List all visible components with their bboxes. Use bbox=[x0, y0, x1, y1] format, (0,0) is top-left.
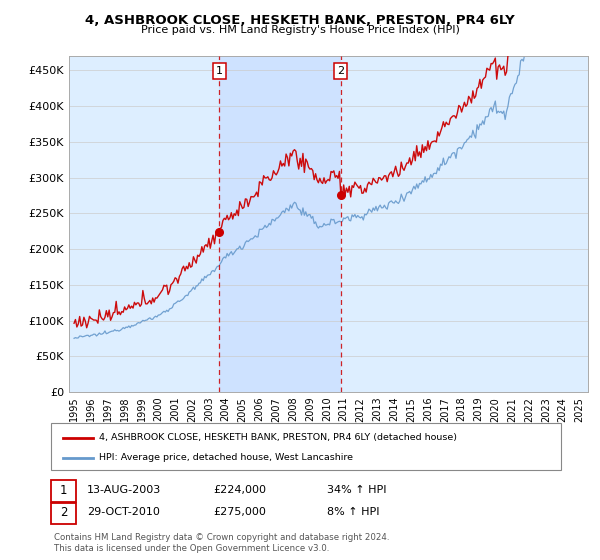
Text: HPI: Average price, detached house, West Lancashire: HPI: Average price, detached house, West… bbox=[99, 453, 353, 462]
Text: 1: 1 bbox=[216, 66, 223, 76]
Text: 8% ↑ HPI: 8% ↑ HPI bbox=[327, 507, 380, 517]
Text: 4, ASHBROOK CLOSE, HESKETH BANK, PRESTON, PR4 6LY: 4, ASHBROOK CLOSE, HESKETH BANK, PRESTON… bbox=[85, 14, 515, 27]
Bar bbox=[220, 56, 341, 392]
Text: 2: 2 bbox=[337, 66, 344, 76]
Text: £224,000: £224,000 bbox=[213, 485, 266, 495]
Text: 2: 2 bbox=[60, 506, 67, 519]
Text: Price paid vs. HM Land Registry's House Price Index (HPI): Price paid vs. HM Land Registry's House … bbox=[140, 25, 460, 35]
Text: £275,000: £275,000 bbox=[213, 507, 266, 517]
Text: 29-OCT-2010: 29-OCT-2010 bbox=[87, 507, 160, 517]
Text: Contains HM Land Registry data © Crown copyright and database right 2024.
This d: Contains HM Land Registry data © Crown c… bbox=[54, 533, 389, 553]
Text: 34% ↑ HPI: 34% ↑ HPI bbox=[327, 485, 386, 495]
Text: 1: 1 bbox=[60, 483, 67, 497]
Text: 4, ASHBROOK CLOSE, HESKETH BANK, PRESTON, PR4 6LY (detached house): 4, ASHBROOK CLOSE, HESKETH BANK, PRESTON… bbox=[99, 433, 457, 442]
Text: 13-AUG-2003: 13-AUG-2003 bbox=[87, 485, 161, 495]
